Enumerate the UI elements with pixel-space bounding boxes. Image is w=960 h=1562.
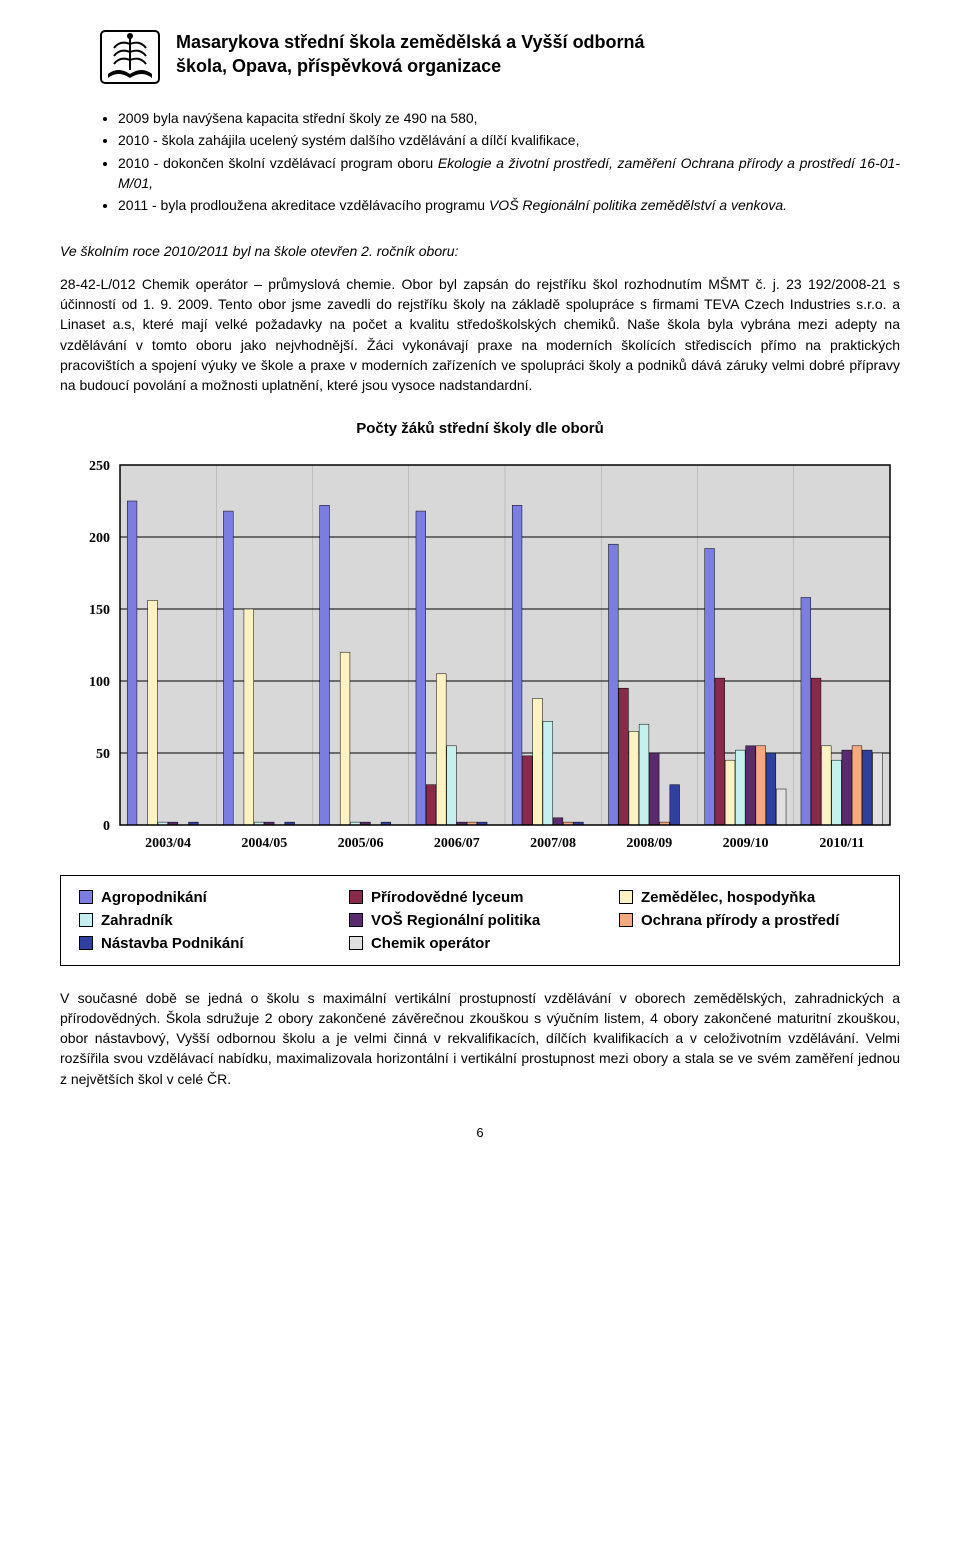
svg-text:200: 200 (89, 531, 110, 546)
svg-text:0: 0 (103, 819, 110, 834)
school-logo-icon (100, 30, 160, 84)
svg-text:2006/07: 2006/07 (434, 836, 480, 851)
bullet-text: 2011 - byla prodloužena akreditace vzděl… (118, 197, 489, 213)
legend-label: Nástavba Podnikání (101, 935, 244, 952)
svg-text:2008/09: 2008/09 (626, 836, 672, 851)
svg-text:2003/04: 2003/04 (145, 836, 191, 851)
legend-item: VOŠ Regionální politika (345, 909, 615, 932)
legend-item: Chemik operátor (345, 932, 615, 955)
page: Masarykova střední škola zemědělská a Vy… (0, 0, 960, 1180)
legend-swatch (79, 913, 93, 927)
bullet-list: 2009 byla navýšena kapacita střední škol… (92, 106, 900, 217)
svg-text:2005/06: 2005/06 (338, 836, 384, 851)
legend-swatch (349, 936, 363, 950)
svg-text:100: 100 (89, 675, 110, 690)
bullet-item: 2009 byla navýšena kapacita střední škol… (118, 108, 900, 128)
bullet-item: 2011 - byla prodloužena akreditace vzděl… (118, 195, 900, 215)
legend-swatch (619, 890, 633, 904)
legend-item: Ochrana přírody a prostředí (615, 909, 885, 932)
svg-text:2009/10: 2009/10 (723, 836, 769, 851)
legend-item: Zahradník (75, 909, 345, 932)
svg-text:2010/11: 2010/11 (819, 836, 864, 851)
svg-text:2004/05: 2004/05 (241, 836, 287, 851)
legend-swatch (349, 913, 363, 927)
bullet-text-italic: VOŠ Regionální politika zemědělství a ve… (489, 197, 787, 213)
bullet-text: 2010 - dokončen školní vzdělávací progra… (118, 155, 438, 171)
legend-item: Zemědělec, hospodyňka (615, 886, 885, 909)
legend-item: Nástavba Podnikání (75, 932, 345, 955)
bullet-item: 2010 - dokončen školní vzdělávací progra… (118, 153, 900, 194)
legend-label: Zemědělec, hospodyňka (641, 889, 815, 906)
bar-chart-svg: 0 50 100 150 200 250 2003/04 2004/05 2005/06 2006… (60, 455, 900, 865)
chart-legend: Agropodnikání Přírodovědné lyceum Zeměděle… (60, 875, 900, 966)
bullet-text: 2009 byla navýšena kapacita střední škol… (118, 110, 478, 126)
bottom-paragraph: V současné době se jedná o školu s maxim… (60, 988, 900, 1089)
bar-chart: 0 50 100 150 200 250 2003/04 2004/05 2005/06 2006… (60, 455, 900, 865)
legend-label: Chemik operátor (371, 935, 490, 952)
legend-label: Zahradník (101, 912, 173, 929)
subheading-italic: Ve školním roce 2010/2011 byl na škole o… (60, 241, 900, 261)
legend-label: Přírodovědné lyceum (371, 889, 524, 906)
legend-label: Agropodnikání (101, 889, 207, 906)
legend-swatch (349, 890, 363, 904)
legend-label: VOŠ Regionální politika (371, 912, 540, 929)
page-number: 6 (60, 1125, 900, 1140)
title-line-1: Masarykova střední škola zemědělská a Vy… (176, 32, 645, 52)
chart-title: Počty žáků střední školy dle oborů (60, 420, 900, 437)
svg-text:2007/08: 2007/08 (530, 836, 576, 851)
svg-text:250: 250 (89, 459, 110, 474)
legend-item: Agropodnikání (75, 886, 345, 909)
title-line-2: škola, Opava, příspěvková organizace (176, 56, 501, 76)
bullet-item: 2010 - škola zahájila ucelený systém dal… (118, 130, 900, 150)
svg-text:150: 150 (89, 603, 110, 618)
legend-swatch (619, 913, 633, 927)
document-header: Masarykova střední škola zemědělská a Vy… (60, 30, 900, 84)
legend-item: Přírodovědné lyceum (345, 886, 615, 909)
legend-swatch (79, 890, 93, 904)
document-title: Masarykova střední škola zemědělská a Vy… (176, 30, 645, 79)
bullet-text: 2010 - škola zahájila ucelený systém dal… (118, 132, 579, 148)
legend-swatch (79, 936, 93, 950)
svg-text:50: 50 (96, 747, 110, 762)
legend-label: Ochrana přírody a prostředí (641, 912, 839, 929)
main-paragraph: 28-42-L/012 Chemik operátor – průmyslová… (60, 274, 900, 396)
